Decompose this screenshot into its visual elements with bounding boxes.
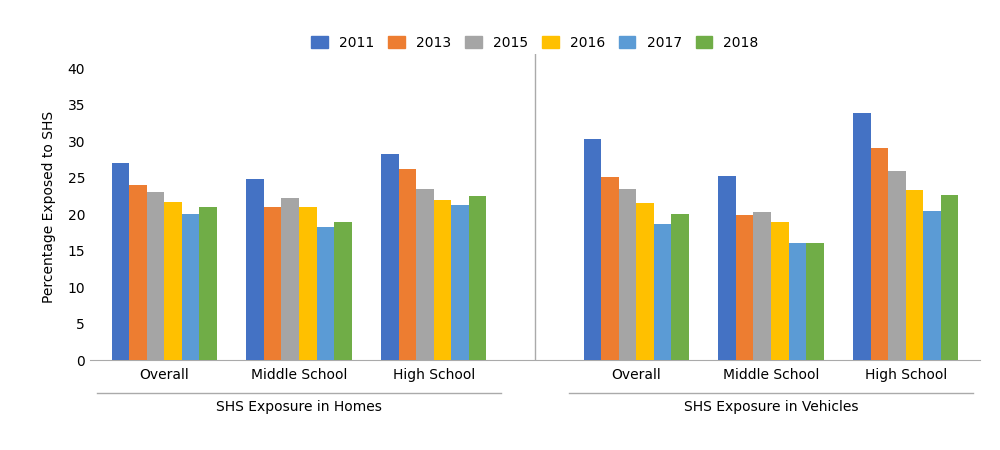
Bar	[718, 176, 736, 360]
Bar	[771, 221, 789, 360]
Text: SHS Exposure in Vehicles: SHS Exposure in Vehicles	[684, 400, 858, 414]
Bar	[399, 169, 416, 360]
Bar	[182, 214, 199, 360]
Legend: 2011, 2013, 2015, 2016, 2017, 2018: 2011, 2013, 2015, 2016, 2017, 2018	[306, 30, 764, 55]
Bar	[264, 207, 281, 360]
Bar	[806, 243, 824, 360]
Bar	[334, 221, 352, 360]
Bar	[469, 196, 486, 360]
Bar	[164, 202, 182, 360]
Bar	[654, 225, 671, 360]
Bar	[299, 207, 317, 360]
Bar	[906, 190, 923, 360]
Bar	[281, 198, 299, 360]
Bar	[636, 203, 654, 360]
Bar	[753, 212, 771, 360]
Bar	[853, 113, 871, 360]
Bar	[736, 215, 753, 360]
Bar	[584, 139, 601, 360]
Bar	[941, 194, 958, 360]
Bar	[246, 179, 264, 360]
Bar	[451, 205, 469, 360]
Bar	[601, 177, 619, 360]
Bar	[416, 189, 434, 360]
Bar	[199, 207, 217, 360]
Bar	[434, 200, 451, 360]
Y-axis label: Percentage Exposed to SHS: Percentage Exposed to SHS	[42, 111, 56, 303]
Bar	[112, 163, 129, 360]
Bar	[871, 148, 888, 360]
Bar	[147, 193, 164, 360]
Bar	[789, 243, 806, 360]
Bar	[888, 171, 906, 360]
Text: SHS Exposure in Homes: SHS Exposure in Homes	[216, 400, 382, 414]
Bar	[671, 214, 689, 360]
Bar	[129, 185, 147, 360]
Bar	[381, 154, 399, 360]
Bar	[923, 211, 941, 360]
Bar	[317, 227, 334, 360]
Bar	[619, 189, 636, 360]
